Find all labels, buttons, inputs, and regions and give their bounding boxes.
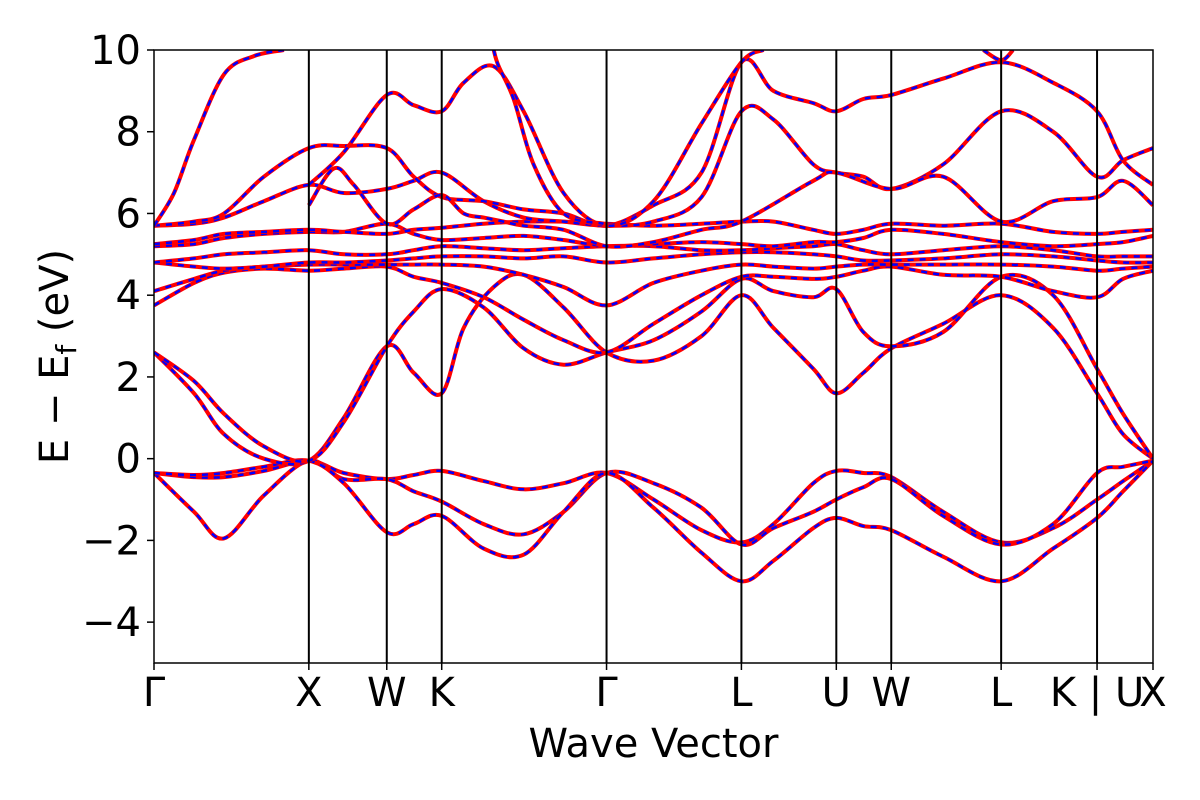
band-11-dashed xyxy=(154,104,1153,227)
x-tick-label-6: U xyxy=(822,670,851,716)
band-15-dashed xyxy=(307,166,1153,249)
y-tick-label-6: 8 xyxy=(116,110,141,156)
x-tick-label-8: L xyxy=(990,670,1013,716)
band-6-dashed xyxy=(154,263,1153,307)
y-axis-label-unit: (eV) xyxy=(32,249,78,345)
band-2-dashed xyxy=(154,458,1153,583)
y-tick-label-1: −2 xyxy=(82,518,141,564)
x-tick-label-9: K | U xyxy=(1050,670,1144,716)
band-17-dashed xyxy=(982,50,1014,62)
y-axis-label: E − Ef (eV) xyxy=(32,249,83,464)
band-10-solid xyxy=(154,218,1153,247)
y-tick-label-7: 10 xyxy=(90,28,141,74)
band-14-dashed xyxy=(307,50,764,227)
x-tick-label-3: K xyxy=(429,670,457,716)
band-5-dashed xyxy=(154,264,1153,355)
x-tick-label-1: X xyxy=(295,670,322,716)
band-1-dashed xyxy=(154,459,1153,547)
x-tick-label-10: X xyxy=(1139,670,1166,716)
x-tick-label-2: W xyxy=(367,670,407,716)
band-16-dashed xyxy=(492,50,604,225)
y-ticks: −4 −2 0 2 4 6 8 10 xyxy=(82,28,154,646)
band-13-dashed xyxy=(154,50,285,227)
y-axis-label-sub: f xyxy=(50,344,83,355)
y-tick-label-0: −4 xyxy=(82,600,141,646)
y-tick-label-5: 6 xyxy=(116,191,141,237)
x-axis-label: Wave Vector xyxy=(529,721,780,767)
kpoint-lines xyxy=(307,50,1099,663)
x-tick-label-0: Γ xyxy=(143,670,166,716)
band-12-dashed xyxy=(154,58,1153,227)
band-7-dashed xyxy=(154,250,1153,270)
bands-group xyxy=(154,50,1153,584)
x-tick-label-5: L xyxy=(730,670,753,716)
y-tick-label-3: 2 xyxy=(116,355,141,401)
x-tick-label-4: Γ xyxy=(595,670,618,716)
band-4-solid xyxy=(154,272,1153,464)
band-8-solid xyxy=(154,241,1153,265)
axes-frame xyxy=(153,49,1154,664)
x-tick-label-7: W xyxy=(871,670,911,716)
y-tick-label-2: 0 xyxy=(116,437,141,483)
y-axis-label-main: E − E xyxy=(32,355,78,465)
y-tick-label-4: 4 xyxy=(116,273,141,319)
